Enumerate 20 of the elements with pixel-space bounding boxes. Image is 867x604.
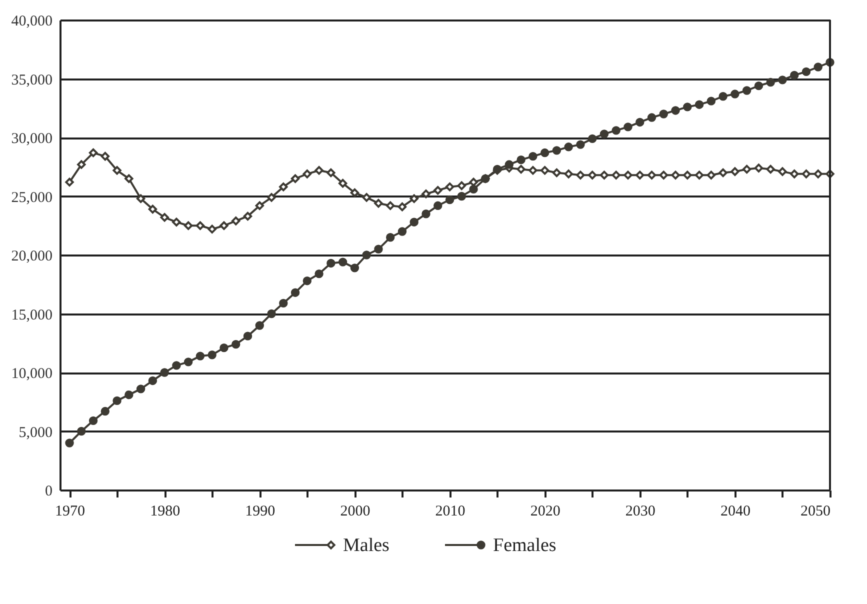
x-tick-label: 2010: [435, 504, 466, 520]
x-tick-label: 2040: [720, 504, 750, 520]
y-tick-label: 0: [45, 484, 52, 500]
y-tick-label: 35,000: [11, 72, 52, 88]
x-tick-label: 1980: [150, 504, 180, 520]
y-tick-label: 40,000: [11, 14, 52, 30]
y-tick-label: 10,000: [11, 366, 52, 382]
legend-label: Males: [343, 535, 390, 556]
legend-label: Females: [493, 535, 556, 556]
x-tick-label: 2050: [800, 504, 830, 520]
x-tick-label: 1970: [55, 504, 86, 520]
x-tick-label: 2000: [340, 504, 370, 520]
x-tick-label: 2030: [625, 504, 656, 520]
y-tick-label: 5,000: [18, 424, 52, 441]
y-tick-label: 20,000: [11, 248, 52, 264]
y-tick-label: 25,000: [11, 190, 52, 206]
x-tick-label: 1990: [245, 504, 276, 520]
x-tick-label: 2020: [530, 504, 560, 520]
y-tick-label: 30,000: [11, 131, 52, 147]
y-tick-label: 15,000: [11, 307, 52, 324]
